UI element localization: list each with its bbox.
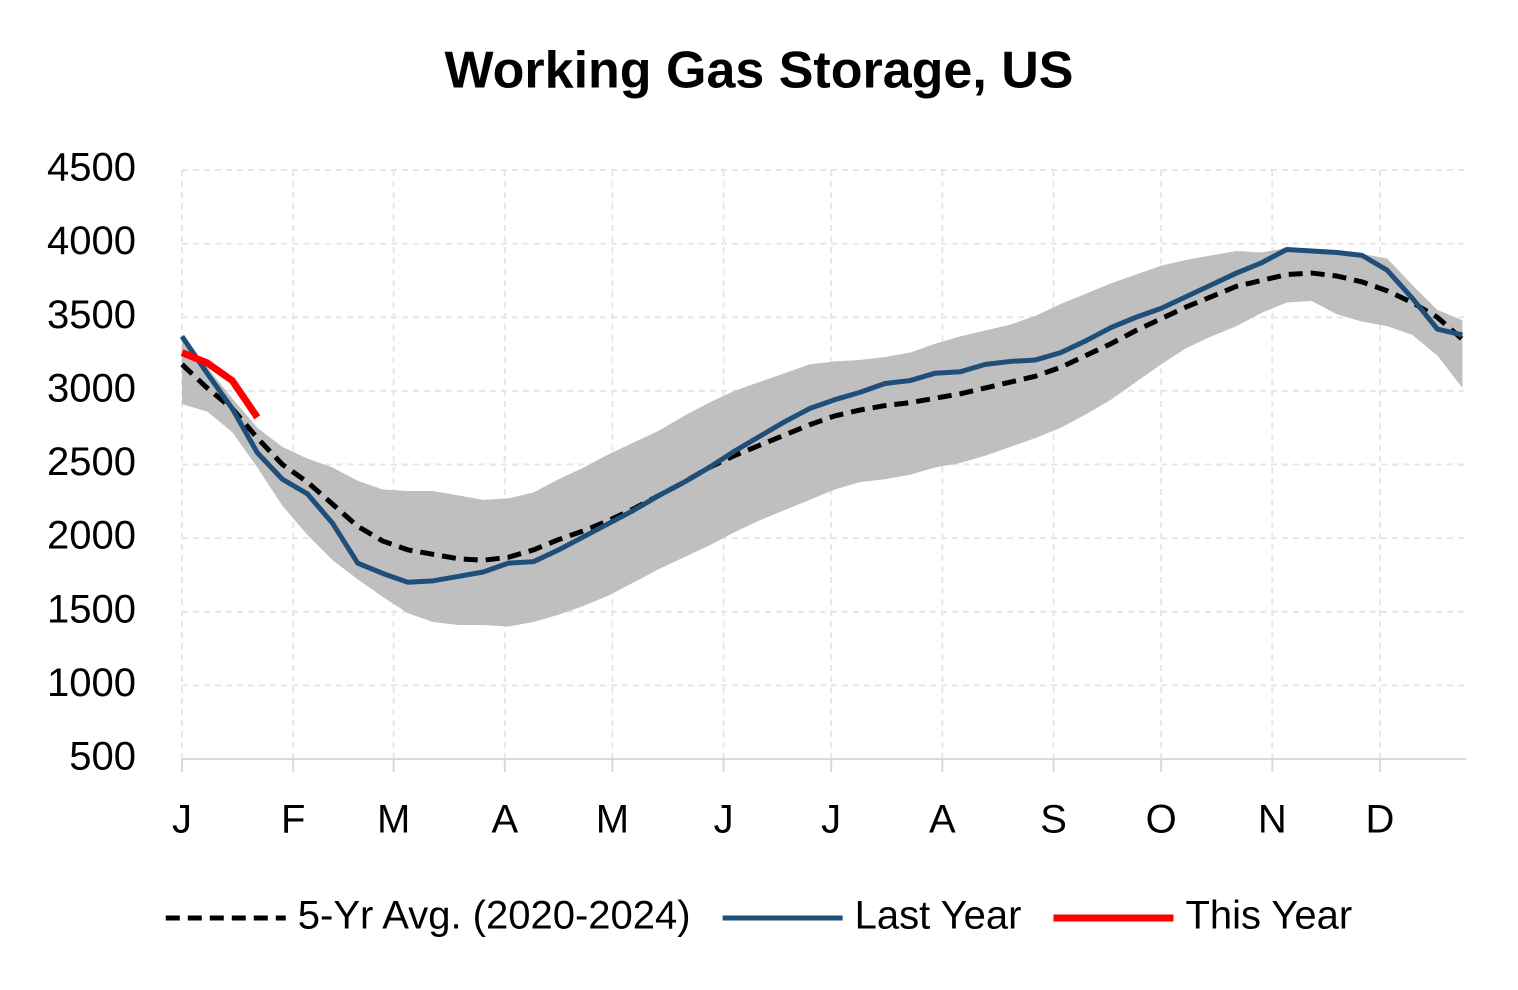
legend-label: 5-Yr Avg. (2020-2024) xyxy=(298,894,691,938)
series-line xyxy=(179,247,1463,585)
range-band xyxy=(182,248,1463,627)
y-tick-label: 2000 xyxy=(47,514,136,558)
x-tick-label: N xyxy=(1258,798,1287,842)
y-tick-label: 1000 xyxy=(47,661,136,705)
x-tick-label: A xyxy=(929,798,956,842)
x-tick-label: A xyxy=(491,798,518,842)
y-tick-label: 500 xyxy=(69,735,136,779)
x-tick-label: S xyxy=(1040,798,1067,842)
y-tick-label: 4000 xyxy=(47,219,136,263)
x-tick-label: F xyxy=(281,798,305,842)
legend-label: Last Year xyxy=(855,894,1022,938)
chart-title: Working Gas Storage, US xyxy=(445,42,1074,100)
x-tick-label: M xyxy=(596,798,629,842)
series-line xyxy=(180,349,261,420)
x-tick-label: J xyxy=(821,798,841,842)
y-tick-label: 1500 xyxy=(47,587,136,631)
y-tick-label: 3500 xyxy=(47,293,136,337)
x-tick-label: J xyxy=(172,798,192,842)
legend-item: This Year xyxy=(1053,894,1352,938)
x-tick-label: D xyxy=(1365,798,1394,842)
y-tick-label: 2500 xyxy=(47,440,136,484)
legend-item: Last Year xyxy=(722,894,1022,938)
legend-item: 5-Yr Avg. (2020-2024) xyxy=(165,894,691,938)
x-tick-label: M xyxy=(377,798,410,842)
y-tick-label: 3000 xyxy=(47,366,136,410)
x-tick-label: J xyxy=(714,798,734,842)
y-tick-label: 4500 xyxy=(47,146,136,190)
series-line xyxy=(180,270,1465,563)
legend-label: This Year xyxy=(1185,894,1352,938)
x-tick-label: O xyxy=(1146,798,1177,842)
